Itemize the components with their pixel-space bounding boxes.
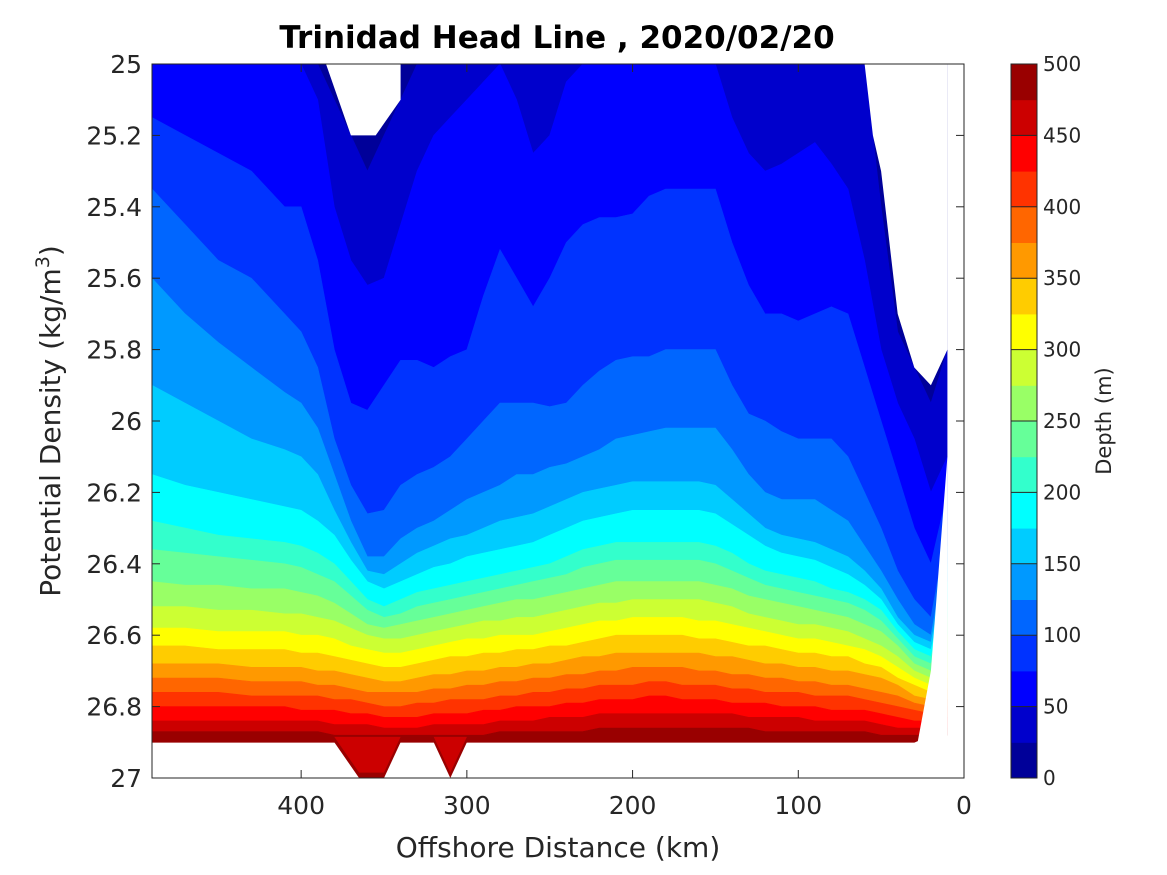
y-tick-label: 25.8	[86, 336, 142, 365]
colorbar-segment	[1011, 742, 1037, 779]
no-data-region	[947, 64, 964, 778]
y-tick-label: 26.6	[86, 621, 142, 650]
y-tick-label: 25	[110, 50, 142, 79]
colorbar-segment	[1011, 242, 1037, 279]
y-axis-label: Potential Density (kg/m3)	[32, 245, 67, 597]
no-data-region	[152, 456, 948, 778]
colorbar-segment	[1011, 64, 1037, 101]
colorbar-tick-label: 300	[1043, 338, 1081, 362]
x-tick-label: 400	[277, 791, 325, 820]
y-tick-label: 26.2	[86, 478, 142, 507]
colorbar-tick-label: 200	[1043, 480, 1081, 504]
y-tick-label: 25.4	[86, 193, 142, 222]
colorbar-segment	[1011, 206, 1037, 243]
colorbar-segment	[1011, 599, 1037, 636]
y-tick-label: 26	[110, 407, 142, 436]
y-axis: 25 25.2 25.4 25.6 25.8 26 26.2 26.4 26.6 26.8 27	[86, 50, 964, 793]
colorbar: 0 50 100 150 200 250 300 350 400 450 500	[1010, 52, 1081, 790]
no-data-region	[864, 64, 948, 386]
y-tick-label: 26.4	[86, 550, 142, 579]
no-data-region	[326, 64, 401, 136]
colorbar-tick-label: 500	[1043, 52, 1081, 76]
y-tick-label: 27	[110, 764, 142, 793]
colorbar-segment	[1011, 135, 1037, 172]
colorbar-tick-label: 50	[1043, 695, 1068, 719]
colorbar-segment	[1011, 385, 1037, 422]
colorbar-segment	[1011, 528, 1037, 565]
x-axis: 400 300 200 100 0	[277, 64, 972, 820]
no-data-region	[914, 456, 948, 778]
colorbar-tick-label: 250	[1043, 409, 1081, 433]
x-tick-label: 200	[609, 791, 657, 820]
colorbar-label: Depth (m)	[1092, 367, 1116, 474]
y-tick-label: 26.8	[86, 693, 142, 722]
colorbar-segment	[1011, 706, 1037, 743]
colorbar-segment	[1011, 563, 1037, 600]
colorbar-segment	[1011, 670, 1037, 708]
deep-notch-band	[334, 736, 401, 773]
chart-title: Trinidad Head Line , 2020/02/20	[279, 20, 834, 56]
x-tick-label: 100	[774, 791, 822, 820]
colorbar-tick-label: 150	[1043, 552, 1081, 576]
colorbar-segment	[1011, 635, 1037, 672]
colorbar-segment	[1011, 278, 1037, 315]
colorbar-tick-label: 350	[1043, 266, 1081, 290]
x-tick-label: 300	[443, 791, 491, 820]
deep-notch-band	[433, 736, 467, 773]
colorbar-segment	[1011, 99, 1037, 136]
colorbar-tick-label: 400	[1043, 195, 1081, 219]
plot-area	[152, 64, 964, 778]
y-tick-label: 25.2	[86, 121, 142, 150]
colorbar-segment	[1011, 171, 1037, 208]
colorbar-segment	[1011, 313, 1037, 351]
colorbar-segment	[1011, 456, 1037, 493]
colorbar-tick-label: 100	[1043, 623, 1081, 647]
x-axis-label: Offshore Distance (km)	[396, 831, 721, 864]
x-tick-label: 0	[956, 791, 972, 820]
colorbar-segment	[1011, 349, 1037, 386]
colorbar-tick-label: 450	[1043, 123, 1081, 147]
colorbar-segment	[1011, 492, 1037, 529]
colorbar-segment	[1011, 421, 1037, 458]
y-tick-label: 25.6	[86, 264, 142, 293]
colorbar-tick-label: 0	[1043, 766, 1056, 790]
